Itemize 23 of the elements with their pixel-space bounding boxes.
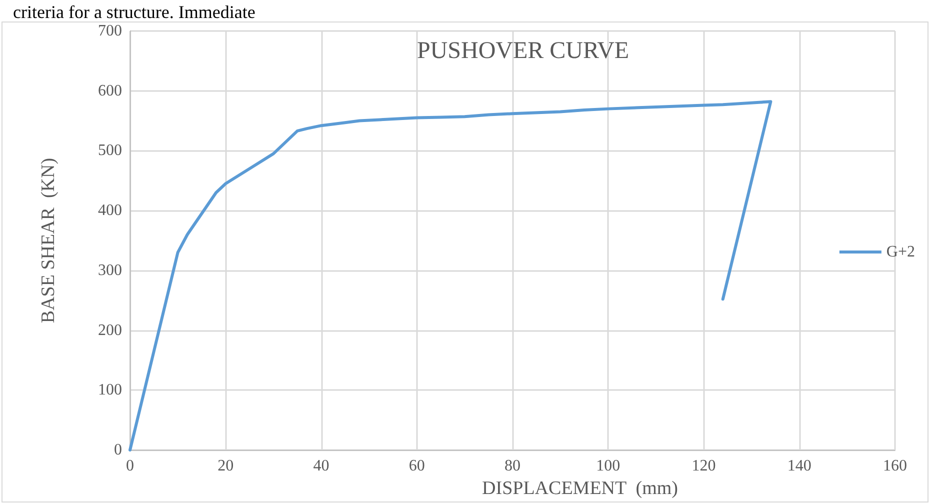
x-tick-label: 20 bbox=[218, 458, 234, 474]
y-tick-label: 200 bbox=[98, 322, 122, 339]
line-series bbox=[128, 100, 772, 452]
x-tick-label: 60 bbox=[408, 458, 425, 474]
x-tick-label: 140 bbox=[787, 458, 812, 474]
y-tick-label: 700 bbox=[98, 22, 122, 40]
x-tick-label: 120 bbox=[692, 458, 716, 474]
y-axis-title: BASE SHEAR (KN) bbox=[38, 158, 59, 324]
text: criteria for a structure. Immediate bbox=[13, 2, 256, 22]
chart-title: PUSHOVER CURVE bbox=[416, 38, 630, 64]
x-tick-label: 0 bbox=[126, 458, 134, 474]
y-tick-label: 0 bbox=[114, 442, 122, 458]
y-tick-label: 400 bbox=[98, 202, 122, 220]
y-tick-label: 500 bbox=[98, 142, 122, 160]
x-axis-title: DISPLACEMENT (mm) bbox=[482, 478, 678, 499]
legend-label: G+2 bbox=[886, 244, 915, 260]
x-tick-label: 80 bbox=[504, 458, 520, 474]
x-tick-label: 40 bbox=[313, 458, 330, 474]
y-tick-label: 100 bbox=[98, 382, 122, 399]
x-tick-label: 160 bbox=[883, 458, 907, 474]
y-tick-label: 600 bbox=[98, 82, 122, 100]
x-tick-label: 100 bbox=[596, 458, 620, 474]
y-tick-label: 300 bbox=[98, 262, 122, 279]
